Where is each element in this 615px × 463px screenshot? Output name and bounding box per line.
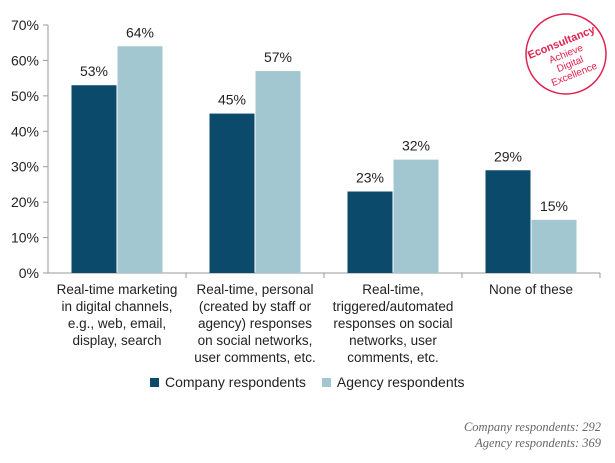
- bar: [255, 71, 301, 273]
- y-tick-label: 30%: [11, 159, 39, 175]
- data-label: 29%: [494, 148, 522, 164]
- x-tick-label: (created by staff or: [199, 299, 312, 314]
- x-tick-label: responses on social: [333, 316, 452, 331]
- x-tick-label: triggered/automated: [333, 299, 454, 314]
- data-label: 45%: [218, 92, 246, 108]
- x-tick-label: comments, etc.: [347, 350, 439, 365]
- data-label: 15%: [540, 198, 568, 214]
- y-tick-label: 10%: [11, 230, 39, 246]
- y-tick-label: 40%: [11, 123, 39, 139]
- x-tick-label: in digital channels,: [61, 299, 172, 314]
- bar: [347, 191, 393, 273]
- x-tick-label: networks, user: [349, 333, 437, 348]
- legend-label-agency: Agency respondents: [336, 374, 465, 390]
- x-tick-label: on social networks,: [198, 333, 313, 348]
- x-tick-label: None of these: [489, 282, 573, 297]
- bar: [485, 170, 531, 273]
- x-tick-label: Real-time marketing: [57, 282, 178, 297]
- data-label: 53%: [80, 63, 108, 79]
- data-label: 57%: [264, 49, 292, 65]
- bar: [209, 113, 255, 273]
- y-tick-label: 60%: [11, 52, 39, 68]
- legend-label-company: Company respondents: [165, 374, 306, 390]
- x-tick-label: display, search: [72, 333, 161, 348]
- x-tick-label: Real-time, personal: [196, 282, 313, 297]
- y-tick-label: 50%: [11, 88, 39, 104]
- footnote-agency: Agency respondents: 369: [475, 436, 601, 450]
- legend-item-company: Company respondents: [150, 374, 306, 390]
- footnote-company: Company respondents: 292: [463, 420, 601, 434]
- legend-swatch-agency: [321, 377, 331, 387]
- x-tick-label: Real-time,: [362, 282, 424, 297]
- x-tick-label: e.g., web, email,: [68, 316, 166, 331]
- legend-item-agency: Agency respondents: [321, 374, 465, 390]
- data-label: 64%: [126, 24, 154, 40]
- x-tick-label: agency) responses: [198, 316, 312, 331]
- data-label: 23%: [356, 170, 384, 186]
- x-tick-label: user comments, etc.: [194, 350, 316, 365]
- bar: [393, 159, 439, 273]
- bar: [117, 46, 163, 273]
- data-label: 32%: [402, 138, 430, 154]
- legend-swatch-company: [150, 377, 159, 387]
- bar: [531, 219, 577, 273]
- y-tick-label: 0%: [19, 265, 39, 281]
- y-tick-label: 70%: [11, 17, 39, 33]
- econsultancy-logo: Econsultancy Achieve Digital Excellence: [525, 13, 607, 95]
- y-tick-label: 20%: [11, 194, 39, 210]
- legend: Company respondents Agency respondents: [150, 374, 481, 390]
- bar: [71, 85, 117, 273]
